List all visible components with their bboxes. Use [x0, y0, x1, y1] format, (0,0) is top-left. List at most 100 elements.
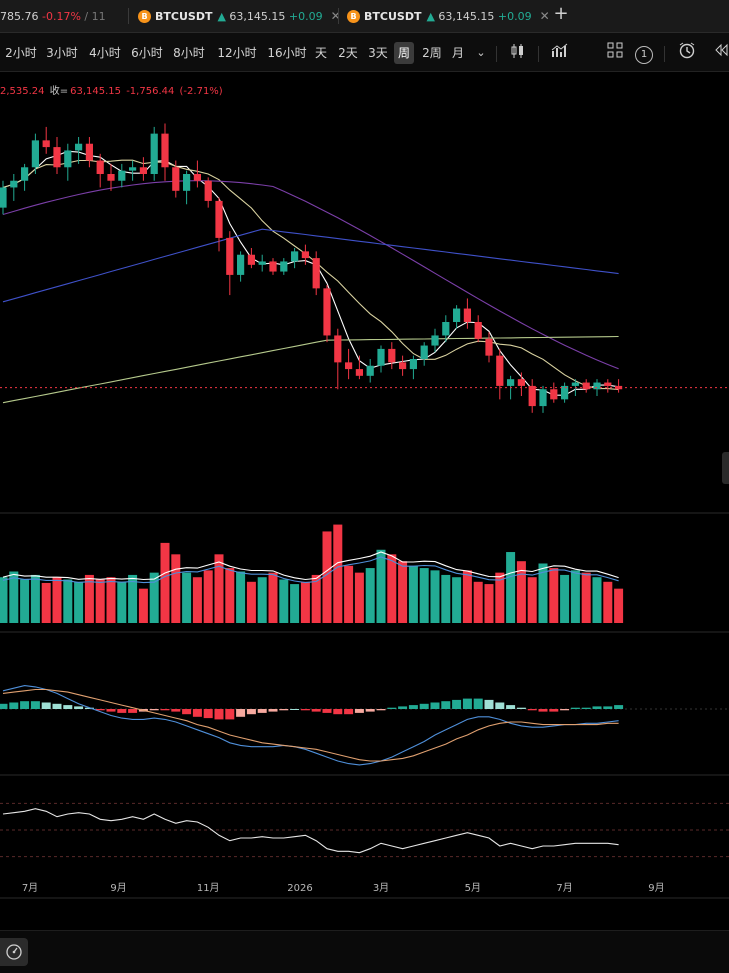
candle	[129, 160, 137, 181]
up-triangle-icon: ▲	[217, 9, 226, 23]
moving-average-lines	[2, 150, 619, 404]
bottom-bar	[0, 930, 729, 973]
candle-body	[507, 379, 515, 386]
volume-bar	[560, 574, 570, 623]
volume-bar	[344, 565, 354, 623]
macd-histogram-bar	[322, 709, 332, 713]
close-tab-icon[interactable]: ✕	[330, 9, 341, 23]
timeframe-2d[interactable]: 2天	[338, 46, 358, 60]
timeframe-12h[interactable]: 12小时	[217, 46, 257, 60]
candle	[388, 342, 396, 370]
macd-histogram-bar	[473, 698, 483, 709]
timeframe-6h[interactable]: 6小时	[131, 46, 163, 60]
candle	[604, 379, 612, 393]
volume-bar	[182, 572, 192, 623]
time-axis-label: 9月	[110, 882, 126, 894]
candle-body	[150, 133, 158, 174]
candle-body	[291, 251, 299, 262]
candle-body	[561, 385, 569, 400]
tab-previous-symbol[interactable]: 785.76 -0.17% / 11	[0, 0, 106, 32]
timeframe-2h[interactable]: 2小时	[5, 46, 37, 60]
volume-bar	[268, 572, 278, 623]
toolbar-separator	[496, 46, 497, 62]
volume-bar	[160, 542, 170, 623]
macd-histogram-bar	[149, 709, 159, 711]
candle-body	[485, 338, 493, 356]
volume-bar	[538, 563, 548, 623]
volume-ma2-line	[2, 556, 619, 584]
candle	[528, 379, 536, 413]
templates-icon[interactable]	[604, 42, 626, 64]
tab-btcusdt-2[interactable]: B BTCUSDT ▲ 63,145.15 +0.09 ✕	[347, 0, 550, 32]
candle-body	[442, 322, 450, 336]
macd-histogram-bar	[408, 705, 418, 709]
timeframe-3h[interactable]: 3小时	[46, 46, 78, 60]
volume-bar	[516, 561, 526, 623]
candle-body	[139, 167, 147, 174]
price-scale-handle[interactable]	[722, 452, 729, 484]
candle	[496, 348, 504, 400]
tab-symbol: BTCUSDT	[364, 9, 422, 23]
macd-series	[0, 685, 729, 766]
volume-bar	[138, 588, 148, 623]
candle	[31, 133, 39, 174]
volume-bar	[365, 568, 375, 623]
volume-bar	[549, 568, 559, 623]
timeframe-1w[interactable]: 周	[394, 42, 414, 64]
macd-signal-line	[2, 688, 619, 762]
timeframe-1d[interactable]: 天	[314, 46, 327, 60]
candle	[442, 315, 450, 343]
dropdown-chevron-icon[interactable]: ⌄	[476, 46, 486, 59]
candle-body	[226, 237, 234, 275]
candle	[53, 137, 61, 174]
volume-bar	[52, 577, 62, 623]
volume-bar	[95, 579, 105, 623]
chart-settings-button[interactable]	[0, 938, 28, 966]
volume-bar	[311, 574, 321, 623]
candle-body	[517, 379, 525, 386]
candle-body	[258, 261, 266, 265]
tab-btcusdt-1[interactable]: B BTCUSDT ▲ 63,145.15 +0.09 ✕	[138, 0, 341, 32]
timeframe-16h[interactable]: 16小时	[267, 46, 307, 60]
macd-histogram-bar	[527, 709, 537, 711]
top-toolbar: 2小时 3小时 4小时 6小时 8小时 12小时 16小时 天 2天 3天 周 …	[0, 33, 729, 72]
volume-bar	[0, 577, 8, 623]
indicators-icon[interactable]	[548, 42, 572, 64]
candle-body	[420, 345, 428, 359]
alert-clock-icon[interactable]	[676, 42, 698, 64]
macd-histogram-bar	[160, 709, 170, 711]
candle	[183, 170, 191, 205]
macd-histogram-bar	[84, 707, 94, 709]
candle-body	[21, 167, 29, 181]
macd-histogram-bar	[257, 709, 267, 713]
macd-histogram-bar	[225, 709, 235, 720]
candle-body	[355, 369, 363, 376]
badge-count: 1	[635, 46, 653, 64]
tab-change: +0.09	[497, 9, 532, 23]
candle	[193, 160, 201, 188]
macd-histogram-bar	[365, 709, 375, 712]
macd-histogram-bar	[376, 709, 386, 711]
volume-bar	[527, 577, 537, 623]
candle	[247, 248, 255, 269]
candle-body	[409, 359, 417, 370]
candle	[172, 160, 180, 198]
indicator-count-badge[interactable]: 1	[634, 42, 654, 64]
macd-histogram-bar	[30, 701, 40, 709]
timeframe-2w[interactable]: 2周	[422, 46, 442, 60]
close-tab-icon[interactable]: ✕	[539, 9, 550, 23]
volume-bar	[279, 579, 289, 623]
add-tab-icon[interactable]: +	[553, 3, 569, 24]
volume-bar	[203, 570, 213, 623]
time-axis-label: 2026	[287, 883, 312, 894]
timeframe-4h[interactable]: 4小时	[89, 46, 121, 60]
candle-body	[345, 362, 353, 370]
timeframe-1m[interactable]: 月	[451, 46, 464, 60]
replay-icon[interactable]	[712, 42, 729, 64]
candle	[334, 328, 342, 390]
chart-type-candles-icon[interactable]	[506, 42, 530, 64]
timeframe-3d[interactable]: 3天	[368, 46, 388, 60]
macd-histogram-bar	[311, 709, 321, 712]
timeframe-8h[interactable]: 8小时	[173, 46, 205, 60]
